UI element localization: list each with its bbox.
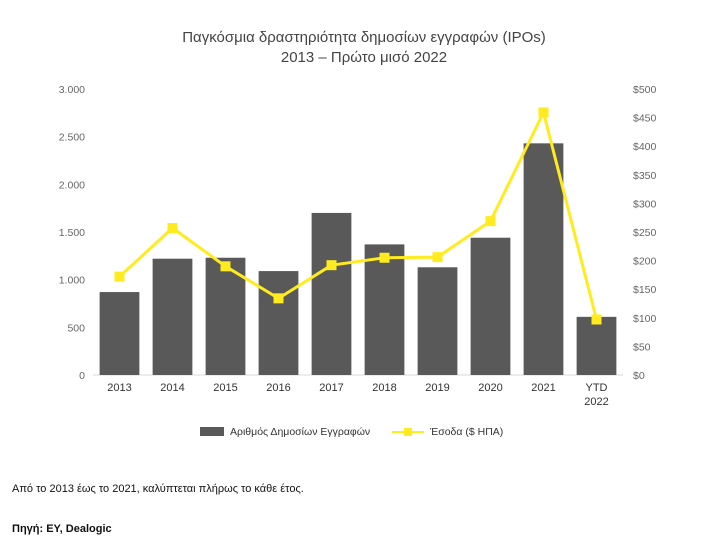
ipo-chart: Παγκόσμια δραστηριότητα δημοσίων εγγραφώ…	[59, 29, 657, 438]
left-y-axis: 0 500 1.000 1.500 2.000 2.500 3.000	[59, 84, 85, 382]
right-tick-label: $100	[633, 313, 657, 325]
line-marker	[379, 252, 390, 263]
bar	[523, 143, 564, 375]
right-tick-label: $400	[633, 141, 657, 153]
bar	[311, 212, 352, 375]
right-tick-label: $300	[633, 198, 657, 210]
source-note: Πηγή: EY, Dealogic	[12, 523, 112, 535]
line-marker	[273, 293, 284, 304]
x-tick-label: 2022	[584, 396, 608, 408]
x-tick-label: 2019	[425, 382, 449, 394]
left-tick-label: 0	[79, 370, 85, 382]
line-series	[114, 107, 602, 325]
revenue-line	[118, 110, 598, 320]
left-tick-label: 3.000	[59, 84, 85, 96]
footnote: Από το 2013 έως το 2021, καλύπτεται πλήρ…	[12, 483, 304, 495]
legend-bar-label: Αριθμός Δημοσίων Εγγραφών	[230, 426, 370, 438]
line-marker	[326, 260, 337, 271]
chart-title-line-1: Παγκόσμια δραστηριότητα δημοσίων εγγραφώ…	[182, 29, 546, 46]
line-marker	[591, 314, 602, 325]
right-tick-label: $150	[633, 284, 657, 296]
bar	[576, 316, 617, 375]
legend: Αριθμός Δημοσίων Εγγραφών Έσοδα ($ ΗΠΑ)	[200, 426, 503, 438]
x-tick-label: 2016	[266, 382, 290, 394]
x-tick-label: 2015	[213, 382, 237, 394]
right-tick-label: $200	[633, 256, 657, 268]
right-tick-label: $50	[633, 341, 651, 353]
line-marker	[220, 261, 231, 272]
bar	[417, 267, 458, 375]
left-tick-label: 1.000	[59, 275, 85, 287]
x-axis-labels: 2013 2014 2015 2016 2017 2018 2019 2020 2021 YTD 2…	[107, 382, 608, 408]
left-tick-label: 2.000	[59, 179, 85, 191]
line-marker	[485, 216, 496, 227]
bar	[470, 237, 511, 375]
line-marker	[167, 222, 178, 233]
x-tick-label: 2013	[107, 382, 131, 394]
left-tick-label: 1.500	[59, 227, 85, 239]
line-marker	[114, 271, 125, 282]
x-tick-label: 2017	[319, 382, 343, 394]
bar	[152, 258, 193, 375]
line-marker	[538, 107, 549, 118]
bar	[205, 257, 246, 375]
right-tick-label: $500	[633, 84, 657, 96]
bar	[258, 271, 299, 375]
bar	[99, 292, 140, 375]
right-tick-label: $450	[633, 113, 657, 125]
x-tick-label: 2014	[160, 382, 184, 394]
x-tick-label: 2018	[372, 382, 396, 394]
right-y-axis: $0 $50 $100 $150 $200 $250 $300 $350 $400 $450 $50…	[633, 84, 657, 382]
left-tick-label: 2.500	[59, 132, 85, 144]
legend-line-marker	[404, 428, 412, 436]
right-tick-label: $350	[633, 170, 657, 182]
left-tick-label: 500	[67, 322, 85, 334]
x-tick-label: 2021	[531, 382, 555, 394]
x-tick-label: YTD	[586, 382, 608, 394]
legend-line-label: Έσοδα ($ ΗΠΑ)	[429, 426, 503, 438]
chart-title-line-2: 2013 – Πρώτο μισό 2022	[281, 49, 447, 66]
right-tick-label: $250	[633, 227, 657, 239]
right-tick-label: $0	[633, 370, 645, 382]
bar	[364, 244, 405, 375]
line-marker	[432, 252, 443, 263]
legend-bar-swatch	[200, 427, 224, 436]
bar-series	[99, 143, 617, 375]
x-tick-label: 2020	[478, 382, 502, 394]
